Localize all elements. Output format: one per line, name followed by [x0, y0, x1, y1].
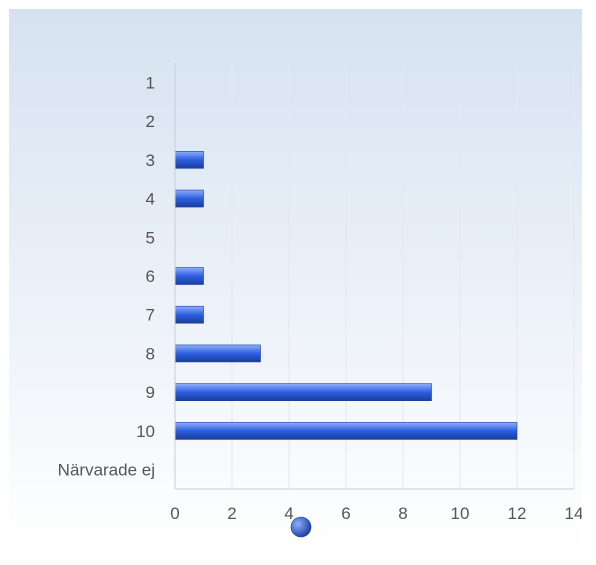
bar — [174, 151, 204, 169]
x-tick-label: 0 — [170, 504, 179, 523]
category-labels: 1 2 3 4 5 6 7 8 9 10 Närvarade ej — [58, 73, 155, 479]
chart-panel: 1 2 3 4 5 6 7 8 9 10 Närvarade ej 0 2 4 6 8 10 12 14 — [9, 9, 583, 554]
category-label: 8 — [146, 344, 155, 363]
category-label: 10 — [136, 422, 155, 441]
category-label: 7 — [146, 306, 155, 325]
bars — [174, 151, 518, 440]
x-tick-label: 10 — [451, 504, 470, 523]
x-tick-label: 6 — [341, 504, 350, 523]
x-tick-label: 14 — [565, 504, 582, 523]
x-tick-label: 4 — [284, 504, 293, 523]
axes — [174, 63, 574, 490]
legend — [290, 516, 312, 538]
category-label: 5 — [146, 228, 155, 247]
category-label: 6 — [146, 267, 155, 286]
bar — [174, 383, 432, 401]
bar — [174, 267, 204, 285]
x-tick-labels: 0 2 4 6 8 10 12 14 — [170, 504, 583, 523]
category-label: Närvarade ej — [58, 461, 155, 480]
bar — [174, 189, 204, 208]
x-tick-label: 2 — [227, 504, 236, 523]
category-label: 9 — [146, 383, 155, 402]
grid-lines — [231, 63, 575, 489]
bar — [174, 305, 204, 324]
x-tick-label: 12 — [508, 504, 527, 523]
x-tick-label: 8 — [398, 504, 407, 523]
chart-background — [9, 9, 582, 554]
legend-marker — [290, 516, 312, 538]
bar — [174, 344, 261, 363]
category-label: 2 — [146, 112, 155, 131]
category-label: 4 — [146, 190, 155, 209]
category-label: 1 — [146, 73, 155, 92]
bar — [174, 422, 518, 440]
category-label: 3 — [146, 151, 155, 170]
